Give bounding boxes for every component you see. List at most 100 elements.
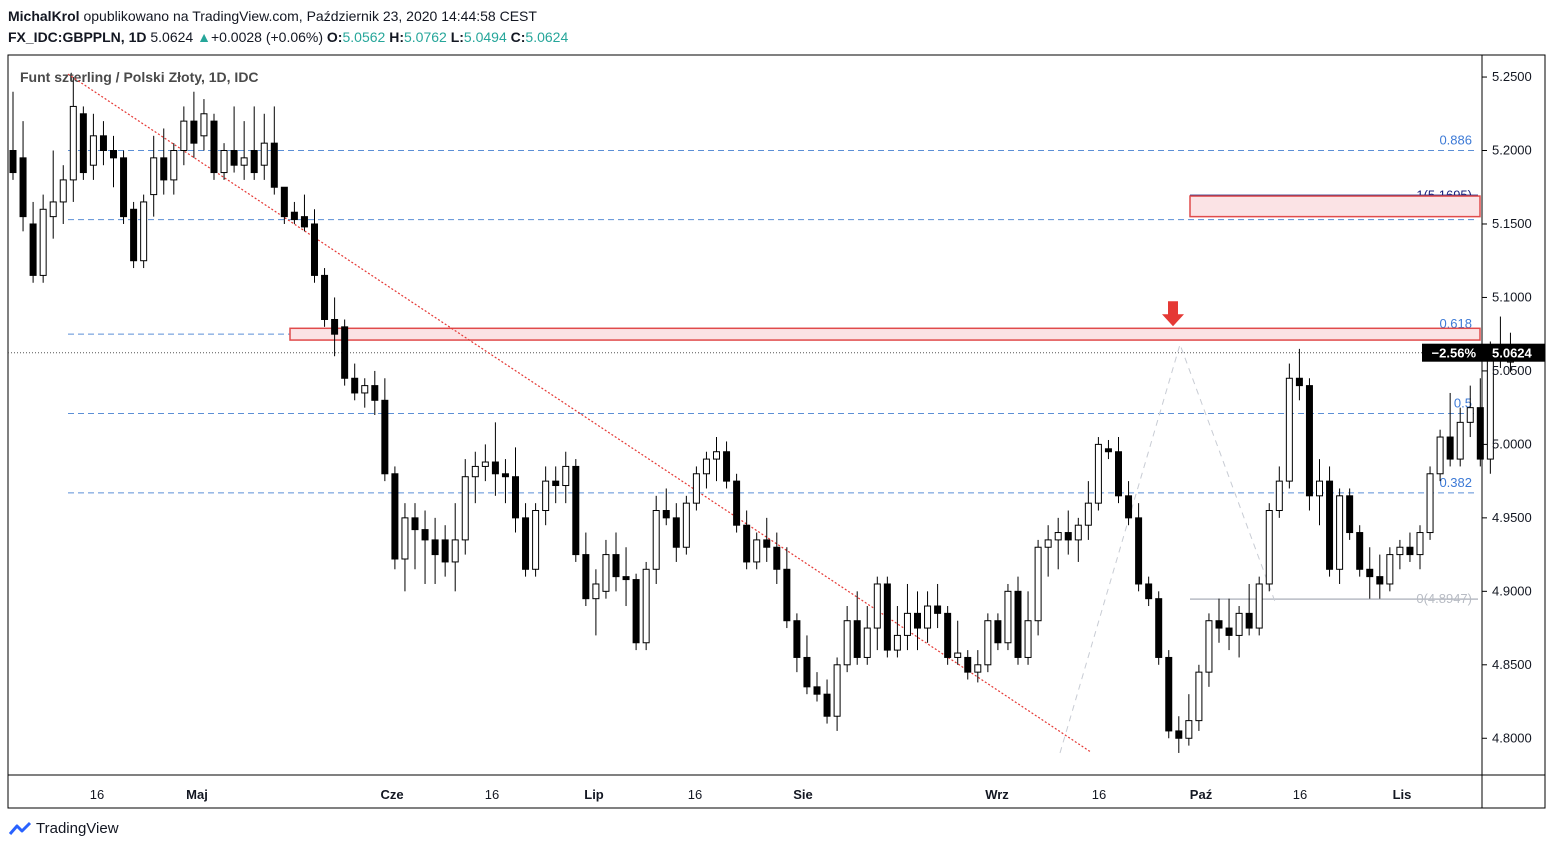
candle-body [391, 473, 399, 560]
price-tick-label: 4.8500 [1492, 657, 1532, 672]
tradingview-logo-icon[interactable] [8, 821, 32, 837]
open-label: O: [326, 29, 343, 45]
candle-body [1316, 480, 1323, 497]
candle-body [883, 583, 891, 651]
last-price: 5.0624 [150, 29, 194, 45]
candle-body [401, 517, 409, 560]
candle-body [451, 539, 459, 563]
candle-body [270, 142, 278, 188]
ohlc-line: FX_IDC:GBPPLN, 1D 5.0624 ▲+0.0028 (+0.06… [8, 27, 568, 48]
candle-body [461, 476, 469, 541]
candle-body [130, 208, 138, 262]
candle-body [1004, 590, 1012, 644]
close-value: 5.0624 [525, 29, 569, 45]
candle-body [160, 157, 168, 181]
candle-body [743, 524, 751, 563]
candle-body [522, 517, 530, 570]
current-price-label: 5.0624 [1492, 346, 1533, 361]
price-tick-label: 5.2000 [1492, 143, 1532, 158]
candle-body [1446, 436, 1454, 460]
fib-label: 0.618 [1439, 316, 1472, 331]
candle-body [934, 605, 942, 614]
candle-body [773, 546, 781, 570]
candle-body [1205, 620, 1213, 673]
candle-body [1115, 451, 1122, 497]
time-tick-label: Lis [1393, 787, 1412, 802]
candle-body [662, 510, 670, 519]
candle-body [1456, 421, 1464, 460]
price-tag-bg [1422, 343, 1545, 362]
candle-body [1235, 612, 1243, 636]
candle-body [994, 620, 1002, 644]
candle-body [49, 201, 57, 218]
candle-body [290, 211, 298, 221]
time-axis[interactable]: 16 Maj Cze 16 Lip 16 Sie Wrz 16 Paź 16 Lis [90, 787, 1412, 802]
candles [9, 77, 1514, 753]
price-axis[interactable]: 5.2500 5.2000 5.1500 5.1000 5.0500 5.0000 4.95… [1482, 69, 1532, 745]
candle-body [9, 150, 17, 174]
candle-body [19, 157, 27, 218]
price-tick-label: 5.0500 [1492, 363, 1532, 378]
candle-body [1376, 576, 1384, 585]
candle-body [642, 568, 650, 644]
candle-body [170, 150, 178, 181]
candle-body [1145, 583, 1153, 600]
candle-body [471, 465, 479, 478]
candle-body [1295, 377, 1303, 387]
fib-label: 0.382 [1439, 475, 1472, 490]
candle-body [733, 480, 741, 526]
time-tick-label: Paź [1190, 787, 1213, 802]
candle-body [632, 579, 640, 644]
candle-body [713, 451, 720, 460]
candle-body [1346, 495, 1354, 534]
candle-body [914, 612, 921, 629]
candle-body [532, 510, 540, 570]
candle-body [702, 458, 710, 475]
candle-body [59, 179, 67, 203]
drawings [8, 73, 1482, 754]
time-tick-label: 16 [485, 787, 499, 802]
footer-brand[interactable]: TradingView [36, 820, 119, 837]
candle-body [602, 554, 610, 592]
resistance-zone [1189, 195, 1481, 218]
candle-body [803, 656, 811, 688]
candle-body [1084, 502, 1092, 526]
candle-body [421, 529, 429, 541]
candle-body [763, 539, 771, 548]
candle-body [1406, 546, 1414, 556]
candle-body [1135, 517, 1143, 585]
candle-body [230, 150, 238, 166]
current-price-tag: −2.56% 5.0624 [1422, 343, 1545, 362]
candle-body [89, 135, 97, 166]
candle-body [924, 605, 932, 629]
publish-line: MichalKrol opublikowano na TradingView.c… [8, 6, 568, 27]
symbol-label[interactable]: FX_IDC:GBPPLN, 1D [8, 29, 147, 45]
candle-body [823, 693, 831, 717]
candle-body [903, 612, 911, 636]
candle-body [180, 120, 188, 152]
price-change-label: −2.56% [1432, 346, 1477, 361]
candle-body [311, 223, 318, 276]
candle-body [491, 461, 499, 475]
candle-body [622, 576, 630, 581]
candle-body [672, 517, 680, 548]
candle-body [1104, 448, 1112, 453]
candle-body [1366, 568, 1374, 578]
fib-label: 0.886 [1439, 133, 1472, 148]
candle-body [361, 385, 369, 394]
candle-body [39, 208, 47, 276]
candle-body [944, 612, 952, 658]
high-label: H: [389, 29, 404, 45]
candle-body [300, 216, 308, 228]
author-name[interactable]: MichalKrol [8, 8, 80, 24]
candle-body [974, 664, 982, 673]
candle-body [582, 554, 590, 600]
candle-body [1165, 656, 1173, 732]
candle-body [853, 620, 861, 658]
candle-body [1285, 377, 1293, 482]
chart-frame [7, 54, 1546, 809]
time-tick-label: Wrz [985, 787, 1009, 802]
low-value: 5.0494 [463, 29, 507, 45]
candle-body [280, 186, 288, 218]
